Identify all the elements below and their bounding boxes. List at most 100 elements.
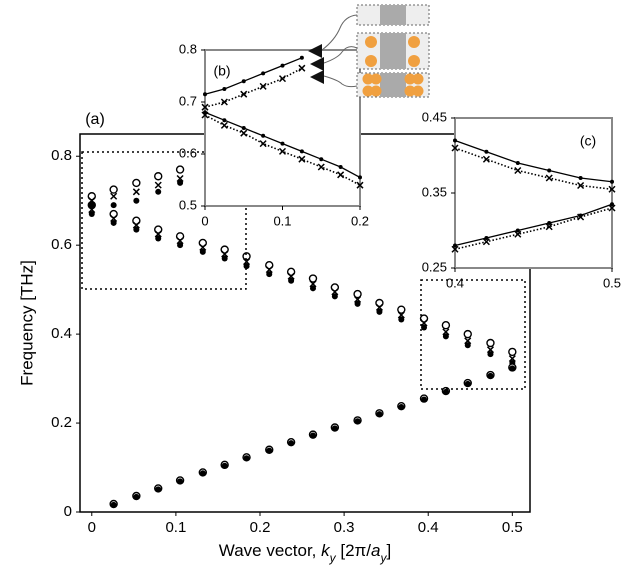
data-point [111, 220, 117, 226]
data-point [133, 227, 139, 233]
data-point [610, 180, 614, 184]
data-point [261, 71, 265, 75]
data-point [133, 494, 139, 500]
data-point [484, 150, 488, 154]
x-tick-label: 0.1 [273, 213, 291, 228]
data-point [398, 316, 404, 322]
data-point [288, 278, 294, 284]
x-tick-label: 0 [88, 519, 96, 536]
data-point [242, 79, 246, 83]
x-tick-label: 0.5 [502, 519, 523, 536]
data-point [155, 486, 161, 492]
data-point [332, 293, 338, 299]
y-tick-label: 0.45 [422, 109, 447, 124]
data-point [242, 126, 246, 130]
figure: 0 0.1 0.2 0.3 0.4 0.5 0 0.2 0.4 0.6 0.8 (a) Frequenc… [0, 0, 622, 578]
data-point [398, 404, 404, 410]
data-point [244, 455, 250, 461]
x-tick-label: 0.2 [351, 213, 369, 228]
data-point [319, 157, 323, 161]
data-point [355, 301, 361, 307]
data-point [177, 166, 184, 173]
data-point [222, 87, 226, 91]
data-point [155, 173, 162, 180]
y-tick-label: 0.2 [51, 414, 72, 431]
data-point [177, 180, 183, 186]
y-tick-label: 0.6 [179, 145, 197, 160]
data-point [111, 202, 117, 208]
x-tick-label: 0.2 [250, 519, 271, 536]
data-point [465, 381, 471, 387]
data-point [509, 348, 516, 355]
data-point [110, 186, 117, 193]
data-point [133, 198, 139, 204]
data-point [300, 149, 304, 153]
data-point [222, 118, 226, 122]
x-tick-label: 0.3 [334, 519, 355, 536]
panel-label: (b) [213, 63, 230, 79]
data-point [222, 463, 228, 469]
data-point [487, 351, 493, 357]
data-point [155, 189, 161, 195]
panel-label: (a) [85, 111, 105, 128]
y-tick-label: 0.7 [179, 93, 197, 108]
inset-b: 0 0.1 0.2 0.5 0.6 0.7 0.8 (b) [179, 41, 369, 228]
x-tick-label: 0.1 [165, 519, 186, 536]
x-axis-label-part: ] [386, 541, 391, 560]
data-point [203, 92, 207, 96]
y-tick-label: 0.8 [179, 41, 197, 56]
data-point [310, 285, 316, 291]
y-tick-label: 0 [64, 503, 72, 520]
data-point [111, 502, 117, 508]
data-point [376, 411, 382, 417]
data-point [376, 309, 382, 315]
x-tick-label: 0.5 [603, 275, 621, 290]
data-point [300, 56, 304, 60]
data-point [281, 64, 285, 68]
data-point [155, 236, 161, 242]
data-point [487, 340, 494, 347]
data-point [465, 342, 471, 348]
y-tick-label: 0.4 [51, 325, 72, 342]
x-tick-label: 0.4 [418, 519, 439, 536]
data-point [464, 331, 471, 338]
y-axis-label: Frequency [THz] [17, 260, 36, 386]
data-point [266, 271, 272, 277]
data-point [339, 165, 343, 169]
data-point [222, 256, 228, 262]
data-point [177, 478, 183, 484]
data-point [516, 161, 520, 165]
y-tick-label: 0.5 [179, 197, 197, 212]
data-point [332, 425, 338, 431]
panel-label: (c) [580, 133, 596, 149]
y-tick-label: 0.35 [422, 184, 447, 199]
data-point [443, 389, 449, 395]
y-tick-label: 0.6 [51, 236, 72, 253]
data-point [547, 169, 551, 173]
data-point [358, 175, 362, 179]
x-tick-label: 0.4 [446, 275, 464, 290]
data-point [266, 448, 272, 454]
data-point [133, 179, 140, 186]
data-point [89, 202, 95, 208]
data-point [261, 134, 265, 138]
data-point [421, 324, 427, 330]
x-axis-label-part: [2π/ [336, 541, 372, 560]
data-point [200, 249, 206, 255]
y-tick-label: 0.8 [51, 147, 72, 164]
data-point [355, 418, 361, 424]
x-axis-label: Wave vector, ky [2π/ay] [219, 541, 391, 565]
x-axis-label-part: a [371, 541, 380, 560]
data-point [288, 440, 294, 446]
data-point [421, 396, 427, 402]
data-point [509, 365, 515, 371]
data-point [442, 322, 449, 329]
data-point [200, 470, 206, 476]
data-point [443, 333, 449, 339]
y-tick-label: 0.25 [422, 259, 447, 274]
data-point [177, 242, 183, 248]
x-axis-label-part: Wave vector, [219, 541, 321, 560]
data-point [281, 142, 285, 146]
x-tick-label: 0 [201, 213, 208, 228]
data-point [310, 433, 316, 439]
